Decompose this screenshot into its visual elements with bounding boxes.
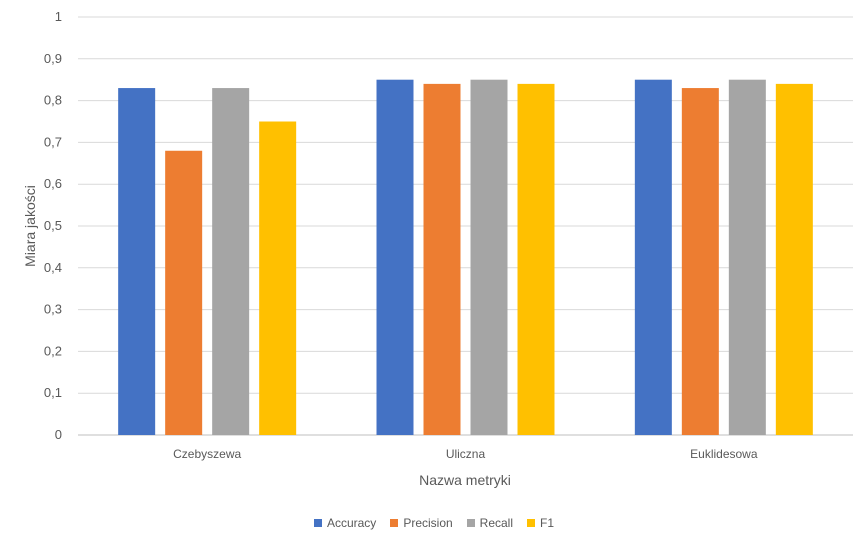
y-tick-label: 0,6 [44, 176, 62, 191]
y-tick-label: 0,1 [44, 385, 62, 400]
bar-recall-uliczna [470, 79, 508, 435]
bars [118, 79, 813, 435]
bar-f1-euklidesowa [775, 83, 813, 435]
legend-item-precision: Precision [390, 516, 453, 530]
legend-label: F1 [540, 516, 555, 530]
y-tick-label: 0,2 [44, 343, 62, 358]
bar-f1-czebyszewa [259, 121, 297, 435]
y-axis-label: Miara jakości [22, 185, 38, 267]
y-tick-label: 0,5 [44, 218, 62, 233]
legend: Accuracy Precision Recall F1 [0, 513, 868, 533]
legend-swatch [313, 519, 322, 527]
y-tick-label: 0,4 [44, 260, 62, 275]
x-axis-label: Nazwa metryki [419, 472, 511, 488]
y-tick-label: 0,7 [44, 134, 62, 149]
x-tick-label: Uliczna [446, 447, 486, 461]
y-axis-ticks: 0 0,1 0,2 0,3 0,4 0,5 0,6 0,7 0,8 0,9 1 [44, 9, 62, 442]
bar-accuracy-uliczna [376, 79, 414, 435]
legend-item-f1: F1 [527, 516, 554, 530]
legend-swatch [390, 519, 399, 527]
legend-item-accuracy: Accuracy [313, 516, 377, 530]
legend-label: Precision [403, 516, 453, 530]
bar-precision-euklidesowa [681, 88, 719, 435]
x-tick-label: Czebyszewa [173, 447, 241, 461]
legend-swatch [527, 519, 536, 527]
y-tick-label: 1 [55, 9, 62, 24]
legend-swatch [466, 519, 475, 527]
bar-f1-uliczna [517, 83, 555, 435]
bar-precision-uliczna [423, 83, 461, 435]
bar-accuracy-euklidesowa [634, 79, 672, 435]
bar-chart: 0 0,1 0,2 0,3 0,4 0,5 0,6 0,7 0,8 0,9 1 Czebyszewa… [22, 9, 853, 488]
y-tick-label: 0 [55, 427, 62, 442]
bar-precision-czebyszewa [165, 150, 203, 435]
x-tick-label: Euklidesowa [690, 447, 758, 461]
bar-recall-euklidesowa [728, 79, 766, 435]
gridlines [78, 16, 853, 436]
y-tick-label: 0,9 [44, 51, 62, 66]
y-tick-label: 0,8 [44, 93, 62, 108]
legend-label: Recall [479, 516, 514, 530]
legend-item-recall: Recall [466, 516, 514, 530]
bar-recall-czebyszewa [212, 88, 250, 435]
bar-accuracy-czebyszewa [118, 88, 156, 435]
x-axis-ticks: Czebyszewa Uliczna Euklidesowa [173, 447, 758, 461]
y-tick-label: 0,3 [44, 302, 62, 317]
legend-label: Accuracy [326, 516, 377, 530]
